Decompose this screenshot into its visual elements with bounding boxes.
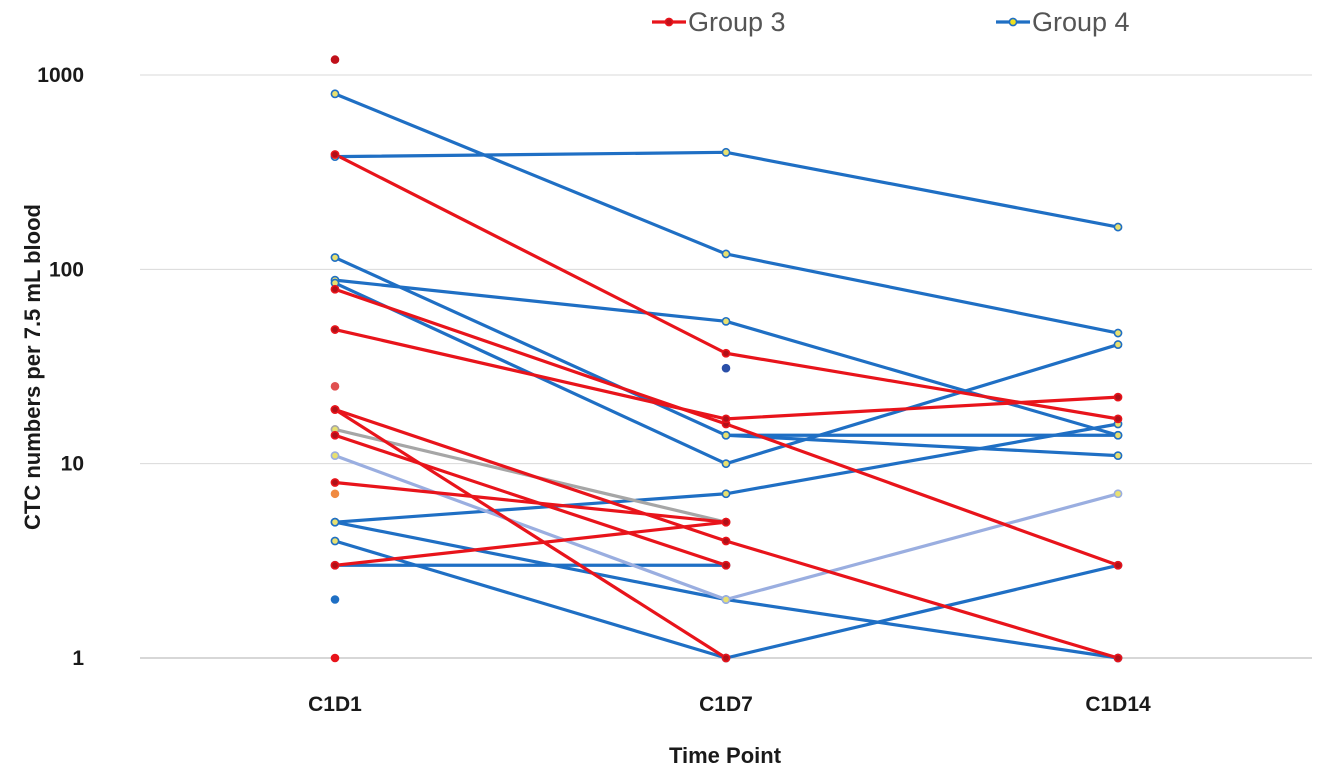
series-line: [334, 480, 727, 524]
data-markers: [330, 55, 1123, 663]
series-lines: [334, 92, 1119, 660]
series-line: [334, 454, 1119, 602]
data-point: [721, 414, 731, 424]
data-point: [721, 459, 731, 469]
y-axis-title: CTC numbers per 7.5 mL blood: [20, 204, 45, 530]
data-point: [330, 595, 340, 604]
data-point: [721, 363, 731, 373]
data-point: [1113, 328, 1123, 338]
data-point: [330, 451, 340, 461]
x-axis-title: Time Point: [669, 743, 782, 768]
y-tick-labels: 1 10 100 1000: [37, 64, 84, 670]
data-point: [1113, 653, 1123, 663]
x-tick-label: C1D14: [1085, 693, 1151, 716]
y-tick-label: 10: [61, 453, 84, 476]
x-tick-label: C1D7: [699, 693, 753, 716]
y-tick-label: 100: [49, 258, 84, 281]
legend-swatch-marker: [664, 17, 674, 27]
data-point: [1113, 451, 1123, 461]
series-line: [334, 433, 727, 567]
data-point: [721, 560, 731, 570]
data-point: [721, 653, 731, 663]
x-tick-labels: C1D1 C1D7 C1D14: [308, 693, 1151, 716]
data-point: [1113, 222, 1123, 232]
data-point: [330, 89, 340, 99]
data-point: [721, 147, 731, 157]
legend-swatch-marker: [1008, 17, 1018, 27]
data-point: [330, 405, 340, 414]
data-point: [330, 284, 340, 294]
data-point: [330, 150, 340, 159]
data-point: [330, 430, 340, 440]
data-point: [1113, 414, 1123, 424]
data-point: [330, 536, 340, 546]
data-point: [721, 489, 731, 499]
gridlines: [140, 74, 1312, 465]
data-point: [721, 517, 731, 527]
series-line: [334, 520, 727, 567]
data-point: [721, 316, 731, 326]
data-point: [330, 478, 340, 487]
y-tick-label: 1000: [37, 64, 84, 87]
legend-label: Group 3: [688, 7, 786, 37]
series-line: [334, 407, 1119, 660]
data-point: [330, 55, 340, 64]
data-point: [330, 653, 340, 663]
data-point: [721, 430, 731, 440]
data-point: [721, 249, 731, 259]
data-point: [330, 560, 340, 570]
data-point: [1113, 340, 1123, 349]
y-tick-label: 1: [72, 647, 84, 670]
x-tick-label: C1D1: [308, 693, 362, 716]
data-point: [1113, 560, 1123, 570]
series-line: [725, 433, 1119, 458]
data-point: [330, 325, 340, 334]
data-point: [721, 536, 731, 546]
legend-label: Group 4: [1032, 7, 1130, 37]
data-point: [330, 253, 340, 262]
data-point: [330, 382, 340, 391]
data-point: [330, 517, 340, 527]
legend: Group 3 Group 4: [652, 7, 1130, 37]
data-point: [1113, 489, 1123, 499]
data-point: [721, 595, 731, 604]
data-point: [330, 489, 340, 499]
series-line: [334, 408, 727, 660]
legend-entry: Group 3: [652, 7, 786, 37]
data-point: [1113, 392, 1123, 402]
series-line: [334, 256, 1118, 437]
legend-entry: Group 4: [996, 7, 1130, 37]
series-line: [334, 327, 1119, 421]
data-point: [721, 348, 731, 358]
data-point: [1113, 430, 1123, 440]
